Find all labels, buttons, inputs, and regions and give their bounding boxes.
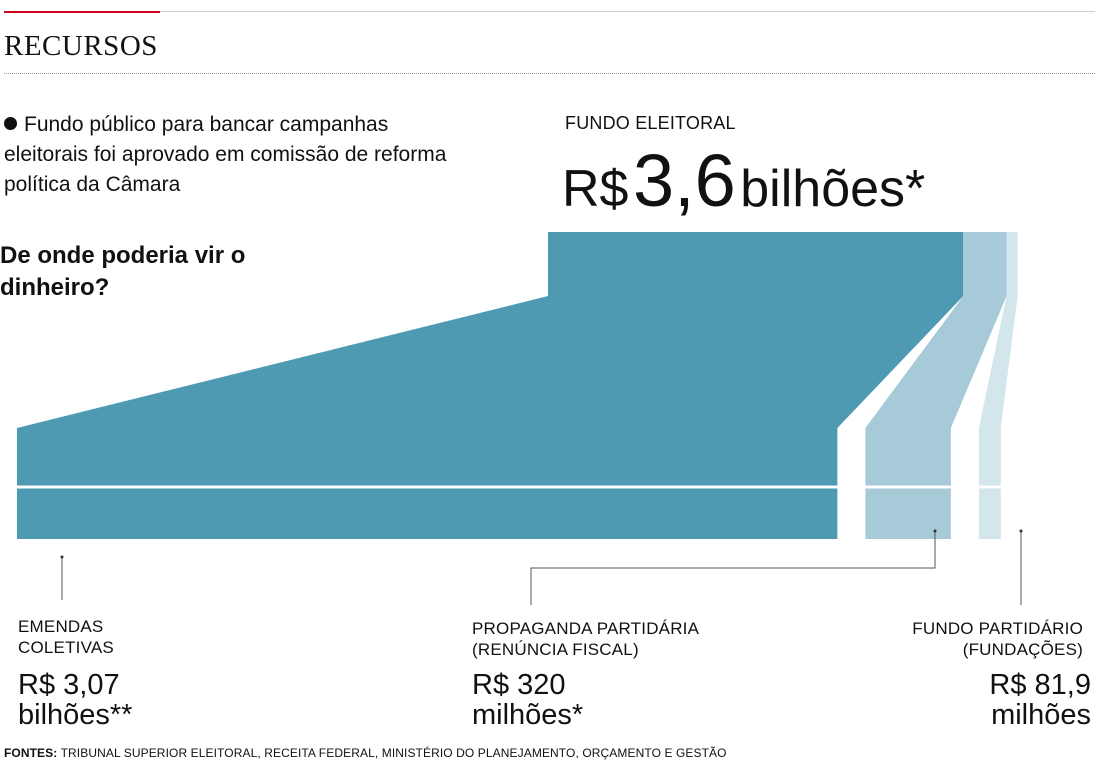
fund-value-suffix: bilhões* [740,160,926,218]
section-title: RECURSOS [4,30,158,62]
source-value-line: milhões* [472,699,584,731]
source-label-line: COLETIVAS [18,638,114,657]
sources-label: FONTES: [4,746,58,760]
source-label-propaganda: PROPAGANDA PARTIDÁRIA (RENÚNCIA FISCAL) [472,618,699,660]
leader-dot [1019,529,1023,533]
intro-copy: Fundo público para bancar campanhas elei… [4,113,447,196]
flow-band [865,232,1007,539]
fund-label: FUNDO ELEITORAL [565,113,736,133]
source-value-propaganda: R$ 320 milhões* [472,670,583,730]
source-label-line: (RENÚNCIA FISCAL) [472,640,639,659]
source-value-line: R$ 3,07 [18,669,120,701]
source-value-line: R$ 81,9 [989,669,1091,701]
source-label-line: PROPAGANDA PARTIDÁRIA [472,619,700,638]
source-value-line: R$ 320 [472,669,566,701]
leader-dot [60,555,64,559]
source-value-line: milhões [991,699,1091,731]
source-label-line: (FUNDAÇÕES) [962,640,1083,659]
flow-band-shape [978,232,1018,539]
fund-total-value: R$ 3,6 bilhões* [562,136,925,247]
fund-value-prefix: R$ [562,160,629,218]
source-label-line: EMENDAS [18,617,104,636]
sources-text: TRIBUNAL SUPERIOR ELEITORAL, RECEITA FED… [60,746,727,760]
leader-dot [933,529,937,533]
fund-value-number: 3,6 [632,139,736,222]
flow-band-shape [17,232,964,539]
leader-line-propaganda [530,531,936,605]
section-accent-bar [4,11,160,13]
source-label-fundo-partidario: FUNDO PARTIDÁRIO (FUNDAÇÕES) [912,618,1083,660]
intro-text: Fundo público para bancar campanhas elei… [4,110,464,200]
chart-question: De onde poderia vir o dinheiro? [0,242,246,301]
source-label-emendas: EMENDAS COLETIVAS [18,616,114,658]
source-value-line: bilhões** [18,699,133,731]
sources-note: FONTES: TRIBUNAL SUPERIOR ELEITORAL, REC… [4,746,727,760]
source-label-line: FUNDO PARTIDÁRIO [912,619,1083,638]
flow-band-shape [865,232,1007,539]
flow-band [17,232,964,539]
source-value-emendas: R$ 3,07 bilhões** [18,670,132,730]
source-value-fundo-partidario: R$ 81,9 milhões [989,670,1091,730]
top-rule [160,11,1095,12]
dotted-divider [4,73,1095,74]
bullet-icon [4,117,17,130]
flow-band [978,232,1018,539]
